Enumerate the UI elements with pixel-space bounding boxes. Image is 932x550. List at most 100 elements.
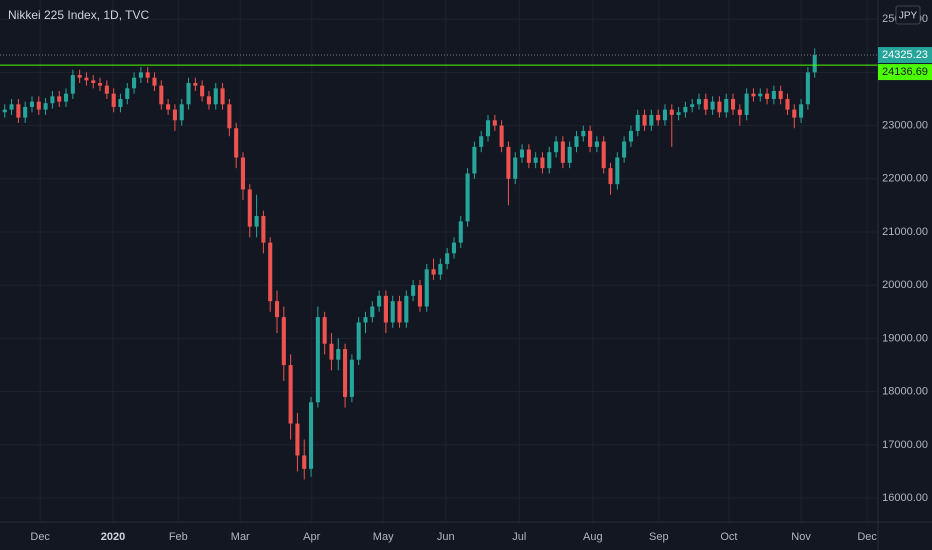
candle-body — [662, 109, 668, 121]
y-tick-label: 20000.00 — [882, 279, 928, 291]
candle-body — [805, 72, 810, 105]
candle-body — [118, 98, 123, 107]
candle-body — [166, 104, 171, 110]
candle-body — [111, 93, 116, 107]
plot — [0, 48, 878, 480]
candle-body — [43, 103, 48, 110]
candle-body — [91, 80, 96, 84]
candle-body — [16, 104, 21, 118]
candle-body — [771, 90, 776, 99]
candle-body — [424, 269, 429, 307]
candle-body — [132, 77, 137, 89]
candle-body — [377, 295, 382, 307]
x-tick-label: Sep — [649, 531, 669, 543]
candle-body — [29, 101, 35, 107]
candle-body — [451, 242, 457, 254]
candle-body — [63, 93, 69, 102]
candle-body — [683, 106, 688, 113]
currency[interactable]: JPY — [899, 11, 918, 22]
candle-body — [567, 146, 572, 163]
candle-body — [288, 365, 293, 424]
y-tick-label: 16000.00 — [882, 492, 928, 504]
candle-body — [506, 146, 511, 179]
candle-body — [383, 295, 388, 323]
candle-body — [206, 96, 211, 105]
candle-body — [642, 114, 647, 126]
candle-body — [812, 55, 817, 73]
candle-body — [411, 285, 416, 296]
y-tick-label: 22000.00 — [882, 173, 928, 185]
candle-body — [696, 98, 702, 105]
candle-body — [404, 295, 409, 323]
candle-body — [268, 242, 273, 302]
candle-body — [240, 157, 246, 190]
candle-body — [730, 98, 736, 110]
candle-body — [615, 157, 620, 185]
candle-body — [349, 359, 354, 397]
x-tick-label: Dec — [857, 531, 877, 543]
candle-body — [247, 189, 252, 227]
candle-body — [227, 104, 232, 129]
x-tick-label: Apr — [303, 531, 320, 543]
candle-body — [336, 349, 341, 360]
candle-body — [717, 101, 722, 113]
candle-body — [622, 141, 627, 158]
candle-body — [594, 141, 599, 147]
candle-body — [145, 72, 150, 78]
candle-body — [635, 114, 640, 131]
candle-body — [485, 120, 491, 137]
candle-body — [676, 112, 681, 115]
candle-body — [179, 104, 184, 121]
x-tick-label: Jun — [437, 531, 455, 543]
chart-title: Nikkei 225 Index, 1D, TVC — [8, 8, 150, 22]
candle-body — [588, 130, 593, 147]
x-tick-label: Aug — [583, 531, 603, 543]
candle-body — [669, 109, 674, 115]
candle-body — [57, 96, 62, 102]
candle-body — [737, 109, 742, 115]
candle-body — [193, 83, 198, 86]
y-tick-label: 19000.00 — [882, 332, 928, 344]
candle-body — [554, 141, 559, 153]
candle-body — [785, 98, 790, 110]
candle-body — [560, 141, 565, 163]
candle-body — [608, 168, 613, 185]
x-tick-label: Jul — [512, 531, 526, 543]
candle-body — [302, 455, 307, 469]
y-tick-label: 18000.00 — [882, 386, 928, 398]
candle-body — [465, 173, 470, 222]
candle-body — [234, 128, 239, 158]
candle-body — [295, 423, 300, 456]
candle-body — [710, 101, 715, 110]
candle-body — [50, 96, 55, 104]
candle-body — [220, 88, 225, 105]
candle-body — [513, 157, 518, 179]
y-tick-label: 17000.00 — [882, 439, 928, 451]
candle-body — [703, 98, 708, 110]
candle-body — [581, 130, 586, 137]
candle-body — [9, 104, 14, 110]
candle-body — [574, 136, 579, 147]
candle-body — [479, 136, 484, 147]
candle-body — [309, 402, 314, 469]
candle-body — [649, 114, 654, 126]
candle-body — [159, 85, 164, 105]
candle-body — [472, 146, 477, 174]
currency-box[interactable] — [895, 5, 921, 25]
candle-body — [315, 317, 320, 403]
candle-body — [519, 149, 525, 158]
candle-body — [23, 106, 28, 118]
candle-body — [778, 90, 783, 99]
candle-body — [2, 109, 7, 113]
candle-body — [526, 149, 531, 163]
last-price-label: 24325.23 — [882, 49, 928, 61]
candle-body — [690, 104, 695, 107]
candle-body — [751, 93, 756, 97]
candle-body — [329, 343, 334, 360]
axes: 16000.00 17000.00 18000.00 19000.00 20000.00… — [30, 13, 932, 543]
y-tick-label: 21000.00 — [882, 226, 928, 238]
candle-body — [792, 109, 797, 118]
candle-body — [758, 93, 763, 97]
candle-body — [322, 317, 327, 344]
